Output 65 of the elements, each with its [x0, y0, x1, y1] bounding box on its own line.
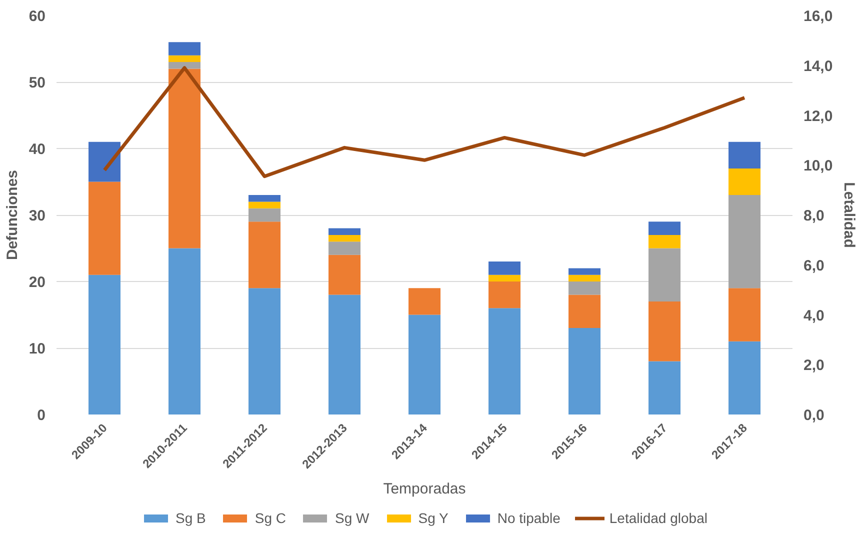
bar [728, 142, 760, 168]
y-axis-title: Defunciones [4, 170, 21, 260]
y-tick-label: 10 [28, 340, 46, 358]
bar [168, 55, 200, 62]
bar [248, 222, 280, 288]
bar [248, 288, 280, 414]
y-tick-label: 30 [28, 208, 46, 224]
y2-axis-title: Letalidad [840, 182, 858, 248]
bar [88, 142, 120, 182]
bar [328, 254, 360, 295]
bar [168, 248, 200, 414]
y2-tick-label: 6,0 [804, 257, 824, 274]
bar [568, 294, 600, 328]
bar [488, 274, 520, 282]
y2-tick-label: 8,0 [804, 208, 824, 224]
bar [88, 274, 120, 414]
y-tick-label: 20 [28, 274, 46, 291]
y2-tick-label: 12,0 [804, 108, 833, 125]
bar [728, 195, 760, 288]
y-tick-label: 50 [28, 74, 46, 92]
bar [648, 301, 680, 362]
bar [168, 42, 200, 56]
y2-tick-label: 0,0 [804, 407, 824, 424]
bar [728, 168, 760, 196]
legend-label: Sg W [335, 510, 370, 526]
bar [488, 282, 520, 308]
bar [408, 314, 440, 414]
bar [328, 228, 360, 235]
y2-tick-label: 4,0 [804, 307, 824, 324]
legend-label: No tipable [497, 510, 560, 526]
bar [568, 268, 600, 275]
bar [168, 68, 200, 248]
y-tick-label: 40 [28, 141, 46, 158]
y2-tick-label: 2,0 [804, 357, 824, 374]
y2-tick-label: 16,0 [804, 8, 833, 25]
bar [168, 62, 200, 69]
legend-label: Letalidad global [609, 510, 708, 526]
bar [568, 274, 600, 282]
bar [248, 208, 280, 222]
x-axis-title: Temporadas [383, 480, 466, 498]
bar [328, 294, 360, 414]
bar [328, 242, 360, 255]
bar [328, 234, 360, 242]
bar [248, 195, 280, 202]
bar [488, 308, 520, 414]
y-tick-label: 0 [37, 407, 46, 424]
legend-label: Sg Y [418, 510, 448, 526]
bar [568, 282, 600, 295]
bar [408, 288, 440, 315]
bar [648, 222, 680, 235]
bar [488, 262, 520, 275]
bar [648, 248, 680, 302]
legend-label: Sg C [254, 510, 286, 526]
y2-tick-label: 10,0 [804, 158, 833, 175]
line-series [102, 66, 746, 178]
bar [728, 288, 760, 342]
bar [248, 202, 280, 208]
bar [568, 328, 600, 414]
bar [648, 234, 680, 248]
bar [88, 182, 120, 275]
bar [728, 341, 760, 414]
legend-label: Sg B [176, 510, 206, 526]
y2-tick-label: 14,0 [804, 58, 833, 75]
bar [648, 361, 680, 414]
y-tick-label: 60 [28, 8, 46, 25]
